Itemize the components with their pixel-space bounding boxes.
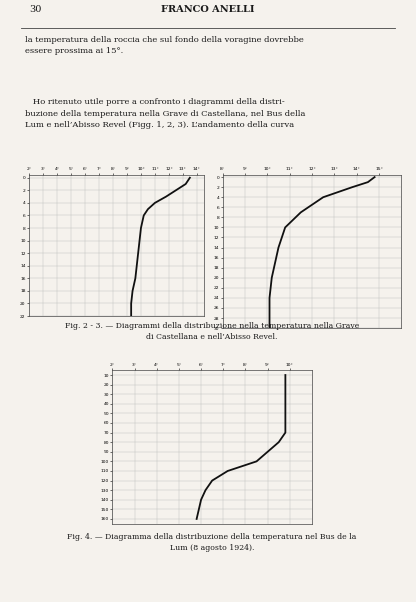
Text: 30: 30 [29,5,42,14]
Text: la temperatura della roccia che sul fondo della voragine dovrebbe
essere prossim: la temperatura della roccia che sul fond… [25,36,304,55]
Text: Fig. 4. — Diagramma della distribuzione della temperatura nel Bus de la
Lum (8 a: Fig. 4. — Diagramma della distribuzione … [67,533,357,552]
Text: Ho ritenuto utile porre a confronto i diagrammi della distri-
buzione della temp: Ho ritenuto utile porre a confronto i di… [25,98,305,129]
Text: FRANCO ANELLI: FRANCO ANELLI [161,5,255,14]
Text: Fig. 2 - 3. — Diagrammi della distribuzione nella temperatura nella Grave
di Cas: Fig. 2 - 3. — Diagrammi della distribuzi… [65,322,359,341]
